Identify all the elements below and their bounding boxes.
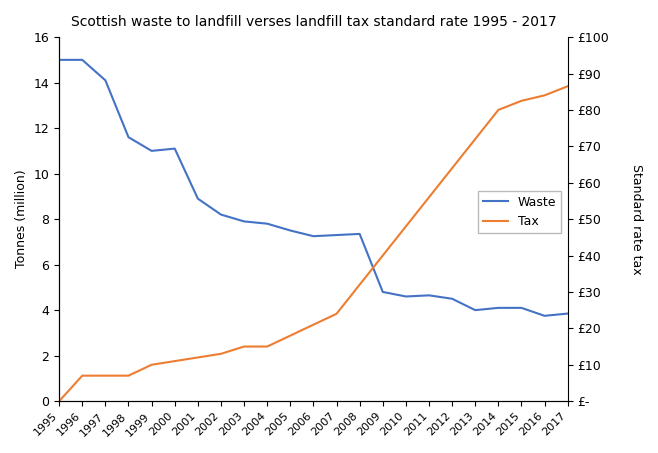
Tax — [78, 373, 86, 378]
Waste — [309, 233, 317, 239]
Waste — [217, 212, 225, 217]
Y-axis label: Tonnes (million): Tonnes (million) — [15, 170, 28, 269]
Waste — [147, 148, 155, 154]
Waste — [494, 305, 502, 311]
Tax — [217, 351, 225, 357]
Waste — [263, 221, 271, 226]
Waste — [171, 146, 179, 151]
Waste — [379, 289, 387, 294]
Waste — [517, 305, 525, 311]
Tax — [263, 344, 271, 349]
Waste — [194, 196, 202, 202]
Waste — [356, 231, 364, 236]
Tax — [171, 358, 179, 364]
Waste — [448, 296, 456, 302]
Title: Scottish waste to landfill verses landfill tax standard rate 1995 - 2017: Scottish waste to landfill verses landfi… — [70, 15, 556, 29]
Tax — [55, 399, 63, 404]
Tax — [471, 136, 479, 142]
Tax — [194, 355, 202, 360]
Tax — [425, 195, 433, 200]
Waste — [564, 311, 572, 316]
Waste — [402, 294, 410, 299]
Tax — [286, 333, 294, 338]
Tax — [564, 83, 572, 89]
Waste — [101, 77, 109, 83]
Tax — [101, 373, 109, 378]
Legend: Waste, Tax: Waste, Tax — [478, 191, 561, 233]
Waste — [541, 313, 549, 318]
Tax — [517, 98, 525, 104]
Tax — [309, 322, 317, 328]
Tax — [541, 92, 549, 98]
Waste — [286, 228, 294, 233]
Tax — [379, 253, 387, 258]
Waste — [471, 308, 479, 313]
Waste — [55, 57, 63, 63]
Tax — [402, 224, 410, 229]
Tax — [494, 107, 502, 113]
Tax — [240, 344, 248, 349]
Tax — [147, 362, 155, 367]
Line: Tax: Tax — [59, 86, 568, 401]
Waste — [78, 57, 86, 63]
Tax — [356, 282, 364, 287]
Line: Waste: Waste — [59, 60, 568, 316]
Tax — [448, 165, 456, 171]
Waste — [332, 232, 340, 238]
Tax — [124, 373, 132, 378]
Waste — [124, 135, 132, 140]
Y-axis label: Standard rate tax: Standard rate tax — [630, 164, 643, 275]
Tax — [332, 311, 340, 317]
Waste — [240, 219, 248, 224]
Waste — [425, 293, 433, 298]
